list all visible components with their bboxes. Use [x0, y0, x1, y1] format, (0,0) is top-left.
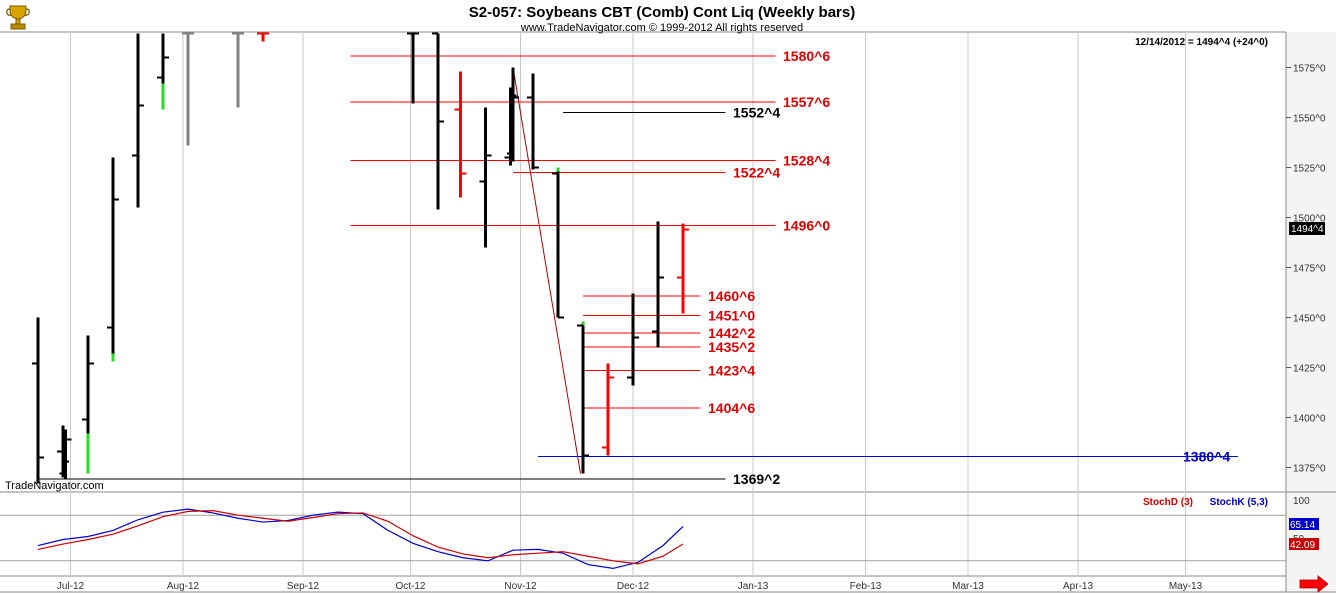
ohlc-bars — [32, 32, 689, 484]
trend-line — [512, 67, 581, 474]
level-label: 1580^6 — [783, 48, 830, 64]
current-price-label: 1494^4 — [1291, 224, 1324, 235]
trend-line-layer — [512, 67, 581, 474]
level-label: 1522^4 — [733, 165, 780, 181]
price-tick-label: 1575^0 — [1293, 64, 1326, 75]
month-label: Jul-12 — [57, 581, 85, 592]
level-label: 1557^6 — [783, 94, 830, 110]
level-label: 1528^4 — [783, 153, 830, 169]
month-label: Aug-12 — [167, 581, 200, 592]
level-label: 1442^2 — [708, 325, 755, 341]
chart-subtitle: www.TradeNavigator.com © 1999-2012 All r… — [520, 22, 803, 34]
level-label: 1380^4 — [1183, 449, 1230, 465]
stochk-line — [37, 508, 684, 570]
chart-title: S2-057: Soybeans CBT (Comb) Cont Liq (We… — [469, 4, 855, 21]
right-arrow-icon[interactable] — [1299, 575, 1329, 593]
price-tick-label: 1475^0 — [1293, 264, 1326, 275]
month-label: Feb-13 — [850, 581, 882, 592]
month-label: Apr-13 — [1063, 581, 1093, 592]
level-label: 1423^4 — [708, 363, 755, 379]
level-label: 1404^6 — [708, 400, 755, 416]
price-tick-label: 1525^0 — [1293, 164, 1326, 175]
month-label: Nov-12 — [504, 581, 537, 592]
price-tick-label: 1500^0 — [1293, 214, 1326, 225]
price-tick-label: 1400^0 — [1293, 414, 1326, 425]
month-label: Jan-13 — [738, 581, 769, 592]
stochd-legend: StochD (3) — [1143, 497, 1193, 508]
stochk-value-tag — [1289, 518, 1319, 530]
level-label: 1496^0 — [783, 218, 830, 234]
stochk-value: 65.14 — [1290, 520, 1315, 531]
time-axis: Jul-12 Aug-12 Sep-12 Oct-12 Nov-12 Dec-12 Jan-… — [57, 581, 1203, 592]
grid — [70, 32, 1186, 576]
price-axis-panel — [1286, 32, 1336, 592]
level-label: 1451^0 — [708, 308, 755, 324]
price-axis: 1375^0 1400^0 1425^0 1450^0 1475^0 1500^0 1525… — [1286, 64, 1326, 475]
month-label: Dec-12 — [617, 581, 650, 592]
level-label: 1460^6 — [708, 288, 755, 304]
stochd-value-tag — [1289, 538, 1319, 550]
month-label: May-13 — [1169, 581, 1203, 592]
month-label: Mar-13 — [952, 581, 984, 592]
level-label: 1369^2 — [733, 471, 780, 487]
price-tick-label: 1550^0 — [1293, 114, 1326, 125]
price-tick-label: 1375^0 — [1293, 464, 1326, 475]
trophy-logo-icon — [6, 5, 30, 30]
stoch-tick-label: 100 — [1293, 496, 1310, 507]
price-tick-label: 1425^0 — [1293, 364, 1326, 375]
last-quote: 12/14/2012 = 1494^4 (+24^0) — [1135, 37, 1268, 48]
stochd-line — [37, 510, 684, 565]
level-label: 1552^4 — [733, 105, 780, 121]
current-price-tag — [1289, 222, 1325, 235]
stochk-legend: StochK (5,3) — [1210, 497, 1268, 508]
month-label: Sep-12 — [287, 581, 320, 592]
price-tick-label: 1450^0 — [1293, 314, 1326, 325]
stochd-value: 42.09 — [1290, 540, 1315, 551]
level-label: 1435^2 — [708, 339, 755, 355]
month-label: Oct-12 — [395, 581, 425, 592]
watermark: TradeNavigator.com — [5, 480, 104, 492]
